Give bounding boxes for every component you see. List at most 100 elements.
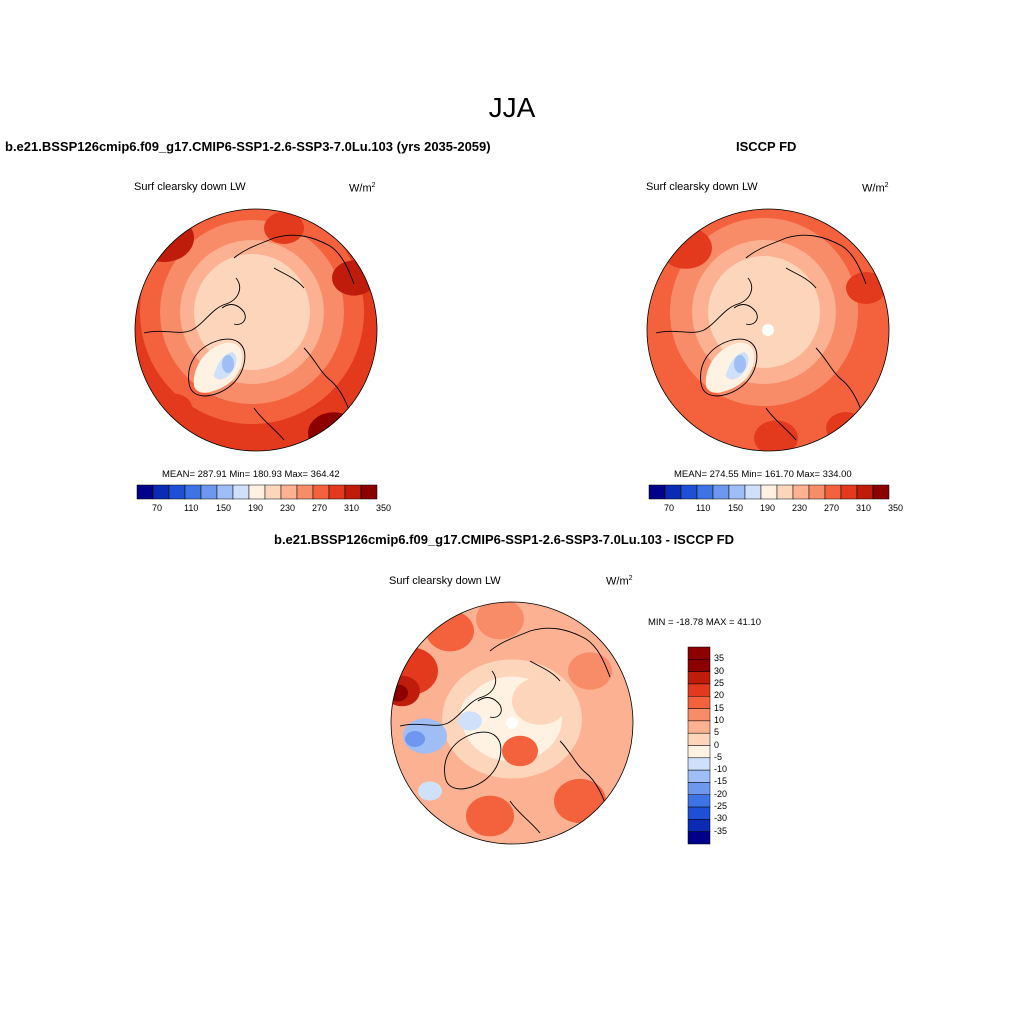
contour-patch — [754, 420, 798, 451]
model-variable-label: Surf clearsky down LW — [134, 181, 246, 193]
contour-patch — [156, 393, 192, 423]
colorbar-swatch — [696, 484, 714, 500]
colorbar-tick-label: 20 — [714, 690, 725, 701]
coastline — [233, 234, 355, 285]
colorbar-tick-label: -25 — [714, 801, 728, 812]
obs-polar-map — [646, 208, 890, 452]
colorbar-swatch — [232, 484, 250, 500]
coastline — [143, 277, 240, 334]
coastline — [303, 347, 353, 421]
colorbar-tick-label: 150 — [216, 503, 232, 513]
colorbar-tick-label: 190 — [248, 503, 264, 513]
colorbar-swatch — [687, 671, 711, 685]
contour-patch — [502, 735, 538, 767]
coastline — [745, 234, 867, 285]
colorbar-tick-label: 150 — [728, 503, 744, 513]
coastline — [444, 731, 502, 790]
colorbar-swatch — [856, 484, 874, 500]
colorbar-swatch — [687, 794, 711, 808]
diff-polar-map — [390, 601, 634, 845]
colorbar-swatch — [687, 732, 711, 746]
colorbar-tick-label: -15 — [714, 776, 728, 787]
model-colorbar — [136, 484, 378, 500]
coastline — [477, 697, 502, 718]
obs-panel-title: ISCCP FD — [736, 139, 797, 154]
colorbar-tick-label: -5 — [714, 751, 723, 762]
model-panel-title: b.e21.BSSP126cmip6.f09_g17.CMIP6-SSP1-2.… — [5, 139, 491, 154]
colorbar-tick-label: 350 — [888, 503, 904, 513]
colorbar-tick-label: 30 — [714, 665, 725, 676]
colorbar-tick-label: 15 — [714, 702, 725, 713]
colorbar-tick-label: 110 — [696, 503, 711, 513]
coastlines — [143, 234, 355, 441]
colorbar-swatch — [152, 484, 170, 500]
coastline — [399, 670, 496, 727]
colorbar-swatch — [687, 819, 711, 832]
colorbar-swatch — [687, 696, 711, 709]
coastline — [559, 740, 609, 814]
map-field — [647, 209, 889, 451]
map-boundary — [134, 208, 378, 452]
colorbar-swatch — [687, 831, 711, 845]
diff-colorbar — [687, 646, 711, 845]
negative-patch — [458, 711, 482, 731]
coastline — [489, 627, 611, 678]
coastline — [700, 338, 758, 397]
map-boundary — [646, 208, 890, 452]
figure-title: JJA — [488, 92, 536, 123]
colorbar-swatch — [136, 484, 154, 500]
colorbar-tick-label: 10 — [714, 714, 725, 725]
coastline — [815, 347, 865, 421]
contour-patch — [264, 212, 304, 244]
pole-gap — [506, 717, 518, 729]
colorbar-swatch — [344, 484, 362, 500]
colorbar-swatch — [744, 484, 762, 500]
negative-patch — [405, 731, 425, 747]
contour-patch — [466, 795, 514, 837]
contour-patch — [846, 272, 886, 304]
colorbar-tick-label: 25 — [714, 677, 725, 688]
map-field — [391, 602, 633, 844]
coastline — [221, 304, 246, 325]
contour-patch — [476, 602, 524, 640]
colorbar-tick-label: 230 — [280, 503, 296, 513]
contour-patch — [391, 684, 408, 702]
contour-patch — [512, 677, 568, 725]
colorbar-swatch — [664, 484, 682, 500]
diff-panel-title: b.e21.BSSP126cmip6.f09_g17.CMIP6-SSP1-2.… — [274, 532, 735, 547]
coastline — [529, 660, 561, 682]
colorbar-swatch — [328, 484, 346, 500]
colorbar-tick-label: 70 — [664, 503, 675, 513]
colorbar-swatch — [296, 484, 314, 500]
colorbar-swatch — [687, 659, 711, 672]
model-units-label: W/m2 — [349, 182, 376, 195]
contour-patch — [568, 652, 612, 690]
colorbar-swatch — [824, 484, 842, 500]
colorbar-swatch — [216, 484, 234, 500]
colorbar-swatch — [872, 484, 890, 500]
colorbar-tick-label: 110 — [184, 503, 199, 513]
colorbar-tick-label: -30 — [714, 813, 728, 824]
colorbar-tick-label: 350 — [376, 503, 392, 513]
colorbar-swatch — [200, 484, 218, 500]
contour-band — [194, 254, 310, 370]
colorbar-tick-label: 270 — [312, 503, 328, 513]
coastlines — [399, 627, 611, 834]
obs-stats: MEAN= 274.55 Min= 161.70 Max= 334.00 — [674, 469, 852, 480]
coastline — [733, 304, 758, 325]
colorbar-swatch — [687, 769, 711, 783]
coastlines — [655, 234, 867, 441]
colorbar-swatch — [712, 484, 730, 500]
colorbar-swatch — [687, 646, 711, 660]
colorbar-tick-label: 310 — [344, 503, 360, 513]
colorbar-tick-label: 230 — [792, 503, 808, 513]
colorbar-tick-label: -10 — [714, 764, 728, 775]
colorbar-swatch — [728, 484, 746, 500]
colorbar-swatch — [687, 708, 711, 722]
colorbar-swatch — [687, 720, 711, 734]
colorbar-swatch — [280, 484, 298, 500]
colorbar-tick-label: 270 — [824, 503, 840, 513]
colorbar-swatch — [687, 806, 711, 820]
colorbar-swatch — [360, 484, 378, 500]
contour-patch — [554, 778, 606, 824]
